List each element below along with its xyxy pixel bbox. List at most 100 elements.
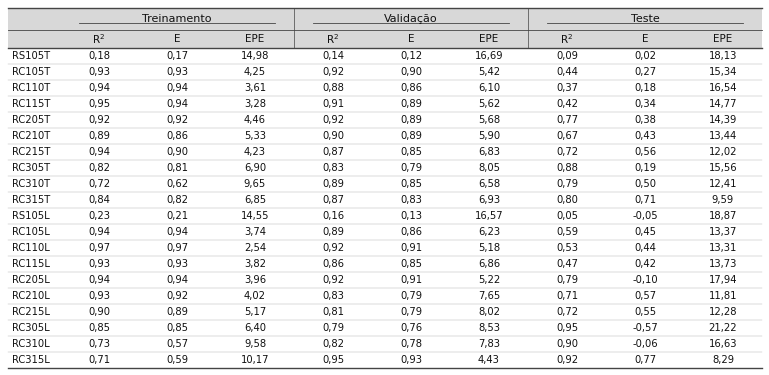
Text: 8,02: 8,02 [478, 307, 500, 317]
Text: RC210L: RC210L [12, 291, 50, 301]
Text: 0,72: 0,72 [88, 179, 110, 189]
Text: 0,86: 0,86 [322, 259, 344, 269]
Text: 5,42: 5,42 [478, 67, 500, 77]
Text: 5,62: 5,62 [478, 99, 500, 109]
Text: 12,28: 12,28 [709, 307, 737, 317]
Text: 0,92: 0,92 [166, 115, 188, 125]
Text: 0,43: 0,43 [634, 131, 656, 141]
Text: RC210T: RC210T [12, 131, 50, 141]
Text: 0,57: 0,57 [166, 339, 188, 349]
Text: 0,50: 0,50 [634, 179, 656, 189]
Text: 0,92: 0,92 [88, 115, 110, 125]
Text: 0,89: 0,89 [400, 99, 422, 109]
Text: 0,56: 0,56 [634, 147, 656, 157]
Text: 0,86: 0,86 [400, 227, 422, 237]
Text: EPE: EPE [714, 34, 733, 44]
Text: 18,13: 18,13 [709, 51, 737, 61]
Text: 3,61: 3,61 [244, 83, 266, 93]
Text: Treinamento: Treinamento [142, 14, 211, 24]
Text: RC215T: RC215T [12, 147, 51, 157]
Text: RC305L: RC305L [12, 323, 50, 333]
Text: 0,92: 0,92 [322, 115, 344, 125]
Text: 18,87: 18,87 [709, 211, 737, 221]
Text: 16,54: 16,54 [709, 83, 737, 93]
Text: 0,85: 0,85 [166, 323, 188, 333]
Text: 0,71: 0,71 [88, 355, 110, 365]
Text: RS105T: RS105T [12, 51, 50, 61]
Text: 0,13: 0,13 [400, 211, 422, 221]
Text: 0,19: 0,19 [634, 163, 656, 173]
Text: 0,12: 0,12 [400, 51, 422, 61]
Text: 0,78: 0,78 [400, 339, 422, 349]
Text: 0,90: 0,90 [166, 147, 188, 157]
Text: 0,85: 0,85 [88, 323, 110, 333]
Text: 0,23: 0,23 [88, 211, 110, 221]
Text: 0,79: 0,79 [400, 291, 422, 301]
Text: RC315L: RC315L [12, 355, 50, 365]
Text: 0,91: 0,91 [400, 243, 422, 253]
Text: 0,79: 0,79 [322, 323, 344, 333]
Text: EPE: EPE [245, 34, 265, 44]
Text: 0,88: 0,88 [556, 163, 578, 173]
Text: E: E [174, 34, 180, 44]
Text: RS105L: RS105L [12, 211, 50, 221]
Text: 4,46: 4,46 [244, 115, 266, 125]
Text: 9,65: 9,65 [244, 179, 266, 189]
Text: 0,94: 0,94 [88, 275, 110, 285]
Text: 9,59: 9,59 [712, 195, 734, 205]
Text: 0,95: 0,95 [88, 99, 110, 109]
Text: 13,44: 13,44 [709, 131, 737, 141]
Text: Validação: Validação [384, 14, 438, 24]
Text: 12,02: 12,02 [709, 147, 737, 157]
Text: 21,22: 21,22 [709, 323, 737, 333]
Text: 0,77: 0,77 [634, 355, 656, 365]
Text: 8,29: 8,29 [712, 355, 734, 365]
Text: 0,92: 0,92 [166, 291, 188, 301]
Text: 0,18: 0,18 [88, 51, 110, 61]
Text: 14,39: 14,39 [709, 115, 737, 125]
Text: RC110T: RC110T [12, 83, 50, 93]
Text: 0,94: 0,94 [166, 99, 188, 109]
Text: 0,92: 0,92 [556, 355, 578, 365]
Text: R$^2$: R$^2$ [92, 32, 105, 46]
Text: 0,85: 0,85 [400, 179, 422, 189]
Text: 12,41: 12,41 [709, 179, 737, 189]
Text: 16,57: 16,57 [474, 211, 504, 221]
Text: 0,83: 0,83 [322, 163, 344, 173]
Text: 2,54: 2,54 [244, 243, 266, 253]
Text: 0,86: 0,86 [166, 131, 188, 141]
Text: 0,17: 0,17 [166, 51, 188, 61]
Text: 0,94: 0,94 [166, 83, 188, 93]
Text: RC215L: RC215L [12, 307, 50, 317]
Text: 0,85: 0,85 [400, 259, 422, 269]
Text: 0,83: 0,83 [322, 291, 344, 301]
Text: 0,92: 0,92 [322, 275, 344, 285]
Text: 0,45: 0,45 [634, 227, 656, 237]
Text: 0,90: 0,90 [88, 307, 110, 317]
Text: 0,05: 0,05 [556, 211, 578, 221]
Text: 6,10: 6,10 [478, 83, 500, 93]
Text: 0,82: 0,82 [88, 163, 110, 173]
Text: 5,22: 5,22 [478, 275, 500, 285]
Text: 0,57: 0,57 [634, 291, 656, 301]
Text: 0,88: 0,88 [322, 83, 344, 93]
Text: E: E [408, 34, 414, 44]
Text: 0,79: 0,79 [400, 163, 422, 173]
Text: 0,97: 0,97 [166, 243, 188, 253]
Text: 3,96: 3,96 [244, 275, 266, 285]
Text: 0,76: 0,76 [400, 323, 422, 333]
Text: 4,43: 4,43 [478, 355, 500, 365]
Text: 0,59: 0,59 [556, 227, 578, 237]
Text: 8,05: 8,05 [478, 163, 500, 173]
Text: 0,95: 0,95 [322, 355, 344, 365]
Text: 0,82: 0,82 [322, 339, 344, 349]
Text: 17,94: 17,94 [709, 275, 737, 285]
Text: 15,56: 15,56 [709, 163, 737, 173]
Text: 0,81: 0,81 [322, 307, 344, 317]
Text: 0,92: 0,92 [322, 67, 344, 77]
Text: 0,94: 0,94 [166, 227, 188, 237]
Text: 15,34: 15,34 [709, 67, 737, 77]
Text: 0,85: 0,85 [400, 147, 422, 157]
Text: 0,37: 0,37 [556, 83, 578, 93]
Text: RC205L: RC205L [12, 275, 50, 285]
